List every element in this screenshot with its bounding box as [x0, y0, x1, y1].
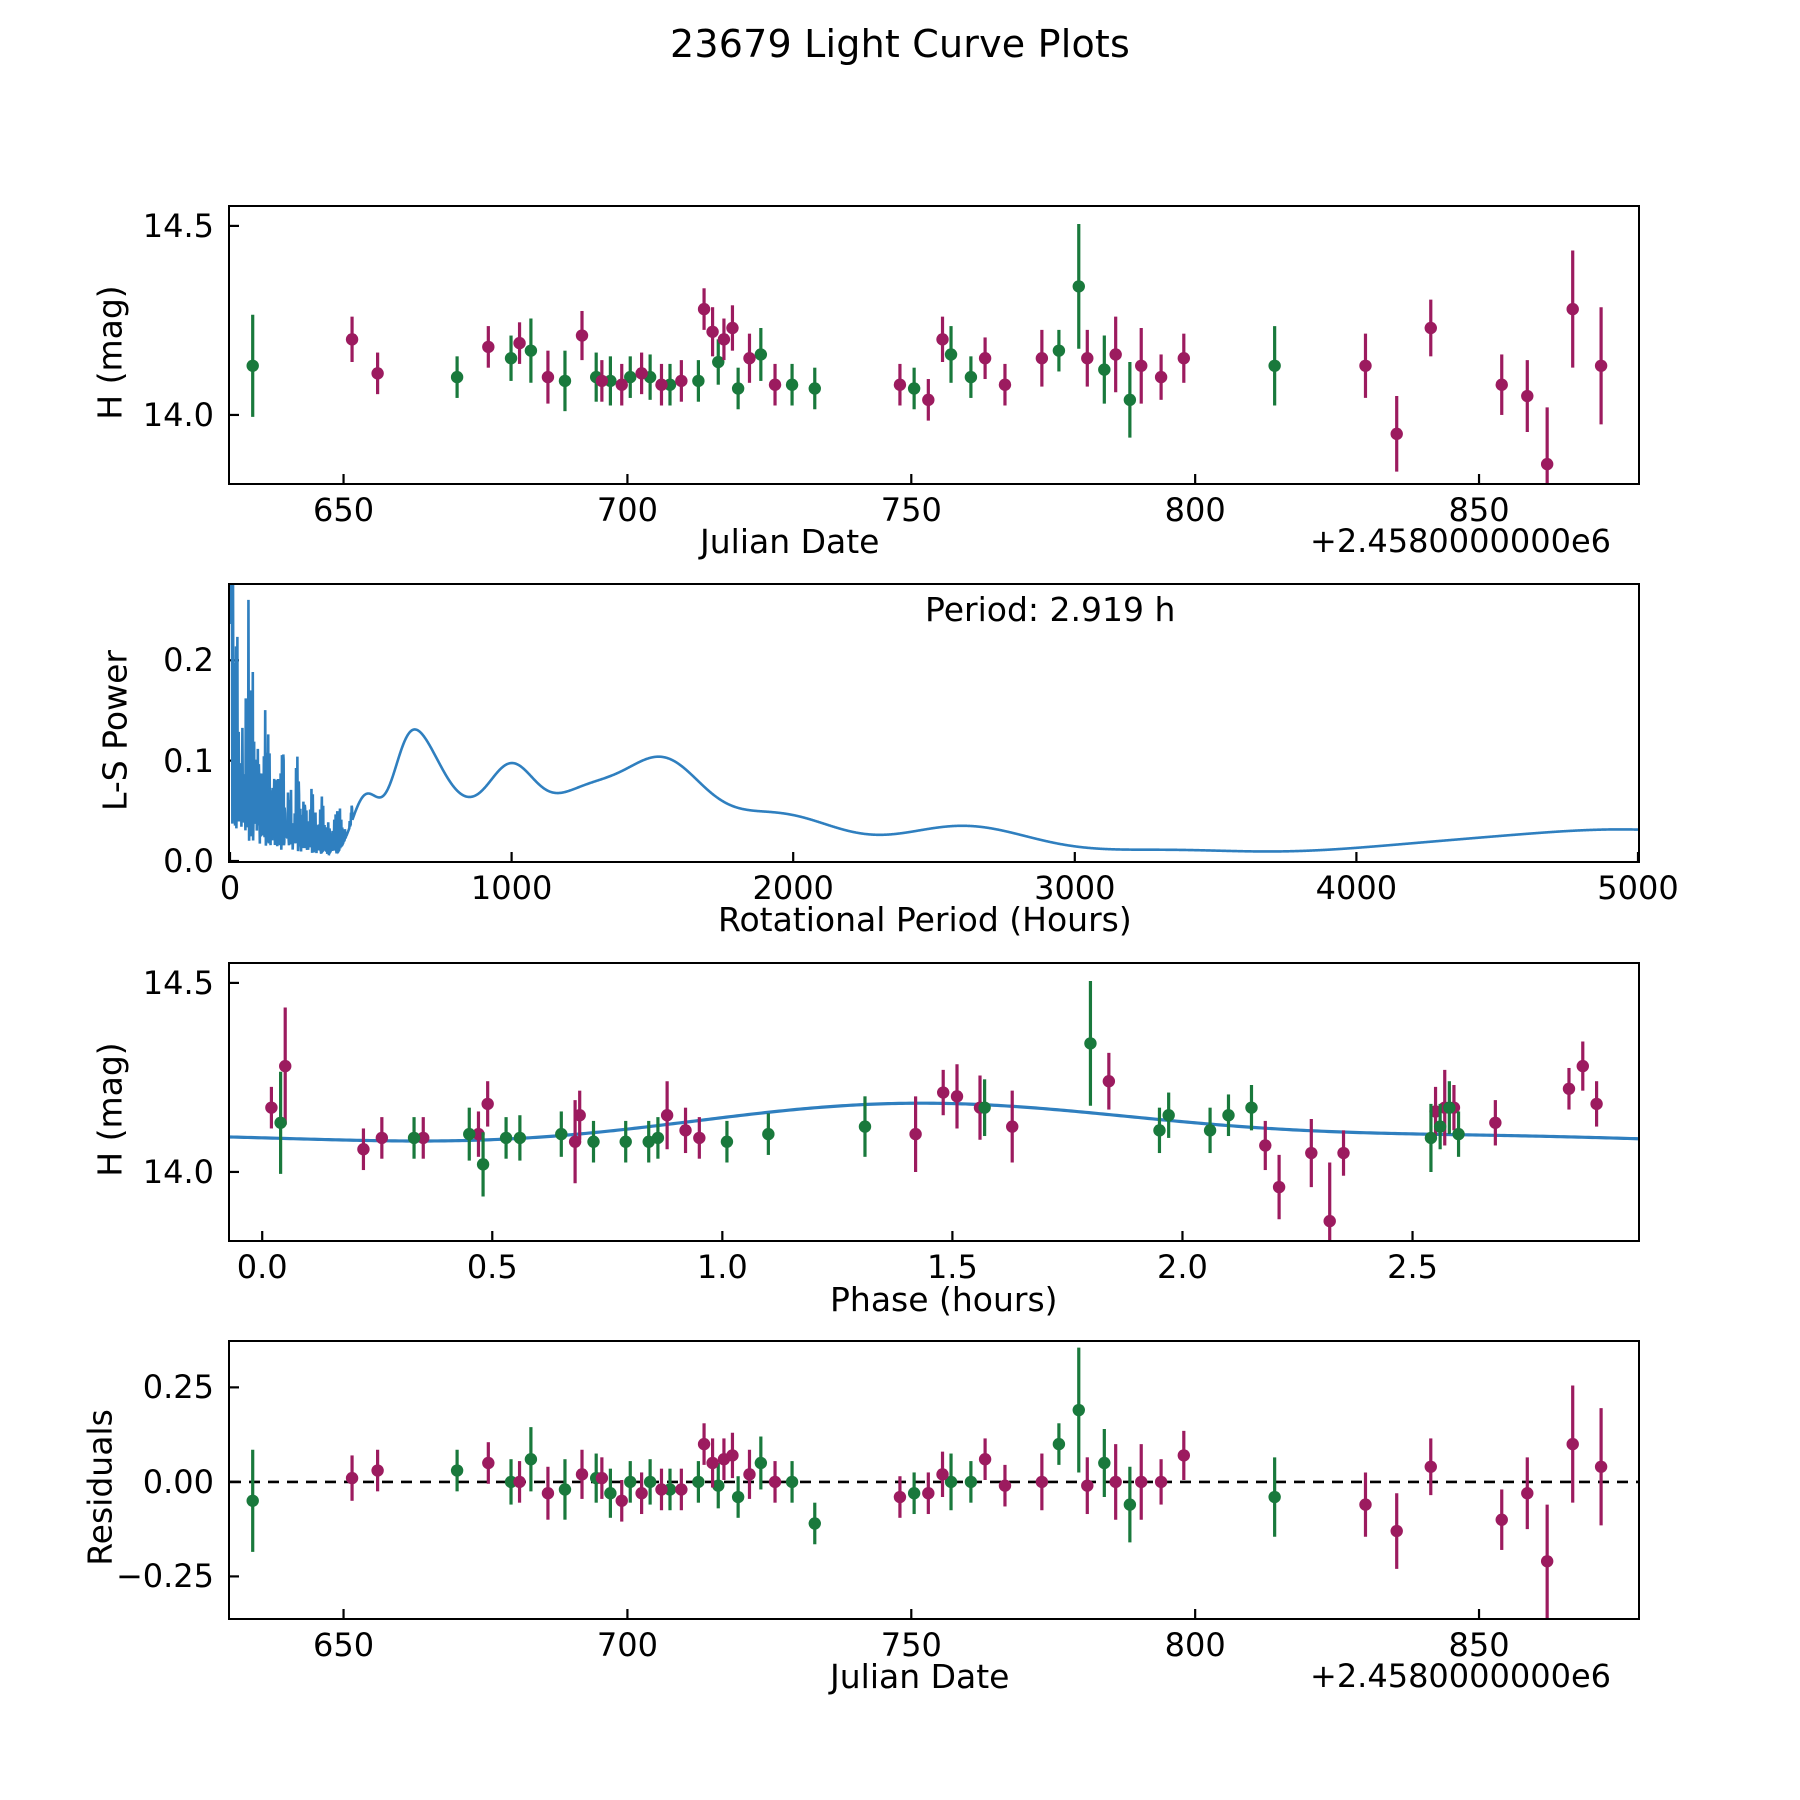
residuals-plot-area	[230, 1347, 1638, 1618]
periodogram-plot-area	[230, 585, 1638, 861]
residuals-y-label: Residuals	[80, 1409, 120, 1566]
residuals-axes	[228, 1340, 1640, 1620]
light-curve-xtick: 750	[880, 491, 942, 529]
phase-folded-axes	[228, 962, 1640, 1242]
series-series_b	[246, 1347, 1281, 1552]
series-series_a	[345, 1385, 1608, 1618]
residuals-x-offset: +2.4580000000e6	[1310, 1657, 1611, 1695]
light-curve-xtick: 800	[1164, 491, 1226, 529]
periodogram-x-label: Rotational Period (Hours)	[718, 900, 1132, 939]
light-curve-xtick: 650	[313, 491, 375, 529]
periodogram-xtick: 0	[219, 869, 241, 907]
phase-folded-xtick: 1.0	[696, 1248, 748, 1286]
light-curve-axes	[228, 205, 1640, 485]
phase-folded-ytick: 14.0	[142, 1152, 214, 1191]
residuals-ytick: 0.00	[142, 1462, 214, 1501]
residuals-xtick: 850	[1448, 1626, 1510, 1664]
residuals-ytick: 0.25	[142, 1368, 214, 1407]
light-curve-xtick: 700	[596, 491, 658, 529]
period-annotation: Period: 2.919 h	[925, 590, 1176, 629]
residuals-xtick: 700	[596, 1626, 658, 1664]
residuals-x-label: Julian Date	[830, 1657, 1010, 1696]
light-curve-y-label: H (mag)	[90, 285, 130, 420]
phase-folded-xtick: 2.5	[1387, 1248, 1438, 1286]
residuals-xtick: 650	[313, 1626, 375, 1664]
phase-folded-x-label: Phase (hours)	[830, 1280, 1058, 1319]
residuals-xtick: 800	[1164, 1626, 1226, 1664]
phase-folded-y-label: H (mag)	[90, 1042, 130, 1177]
periodogram-ytick: 0.0	[163, 842, 214, 880]
phase-folded-plot-area	[230, 981, 1638, 1240]
residuals-ytick: −0.25	[115, 1557, 214, 1596]
phase-folded-xtick: 2.0	[1157, 1248, 1208, 1286]
phase-folded-ytick: 14.5	[142, 963, 214, 1002]
periodogram-y-label: L-S Power	[95, 650, 135, 811]
periodogram-xtick: 2000	[752, 869, 834, 907]
series-series_a	[265, 1007, 1603, 1240]
periodogram-ytick: 0.2	[163, 641, 214, 680]
light-curve-plot-area	[230, 224, 1608, 483]
residuals-xtick: 750	[880, 1626, 942, 1664]
series-series_b	[274, 981, 1465, 1197]
series-series_a	[345, 250, 1608, 483]
periodogram-xtick: 4000	[1315, 869, 1398, 907]
periodogram-xtick: 3000	[1034, 869, 1116, 907]
phase-folded-xtick: 0.5	[466, 1248, 518, 1286]
periodogram-ytick: 0.1	[163, 741, 214, 780]
phase-folded-xtick: 1.5	[926, 1248, 978, 1286]
light-curve-ytick: 14.0	[142, 395, 214, 434]
periodogram-xtick: 1000	[470, 869, 553, 907]
light-curve-ytick: 14.5	[142, 206, 214, 245]
figure-title: 23679 Light Curve Plots	[669, 22, 1131, 66]
periodogram-xtick: 5000	[1597, 869, 1679, 907]
periodogram-axes	[228, 583, 1640, 863]
periodogram-curve	[230, 585, 1638, 857]
light-curve-x-offset: +2.4580000000e6	[1310, 522, 1611, 560]
light-curve-x-label: Julian Date	[700, 522, 880, 561]
series-series_b	[246, 224, 1281, 438]
light-curve-xtick: 850	[1448, 491, 1510, 529]
phase-model-curve	[230, 1101, 1638, 1143]
phase-folded-xtick: 0.0	[236, 1248, 288, 1286]
